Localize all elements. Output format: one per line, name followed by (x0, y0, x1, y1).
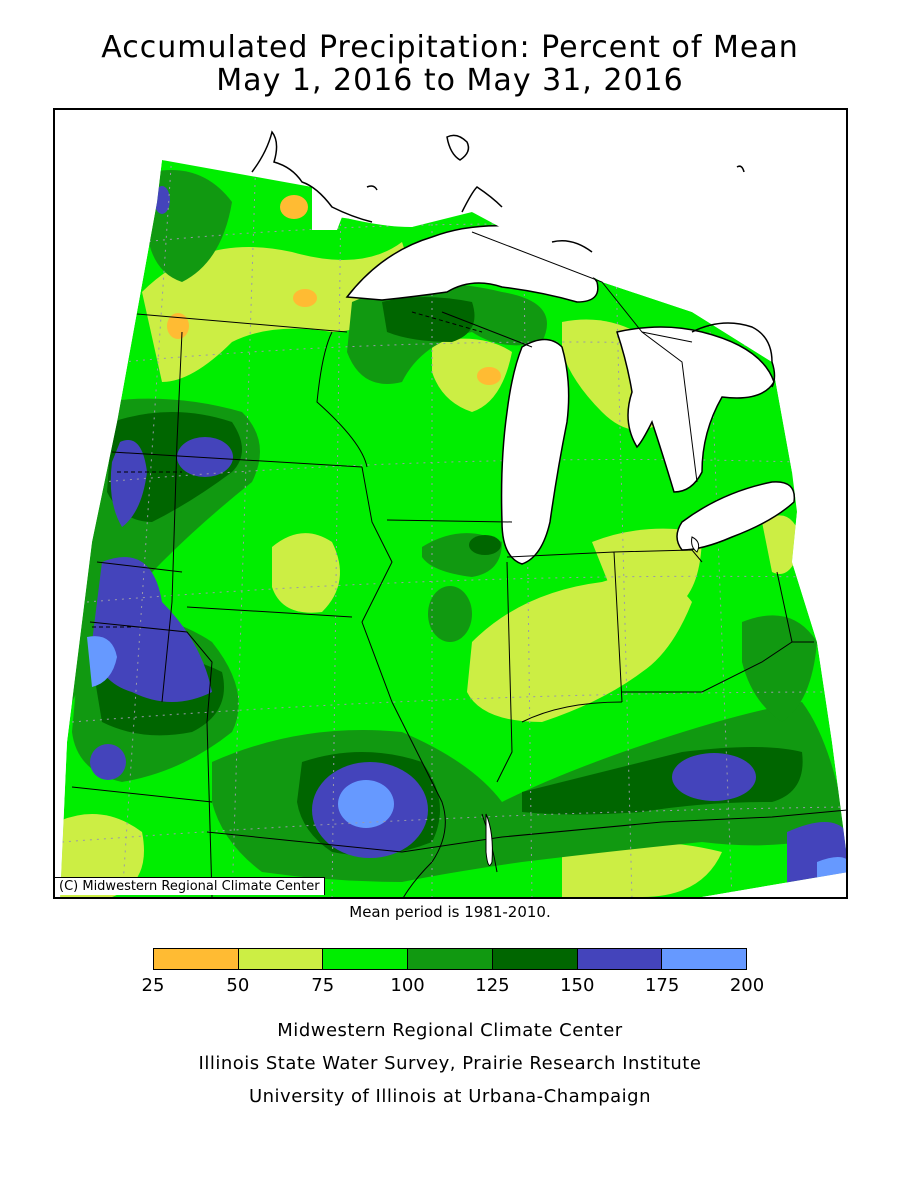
legend-ticks: 25 50 75 100 125 150 175 200 (0, 975, 900, 999)
legend-tick-200: 200 (729, 975, 765, 996)
copyright-label: (C) Midwestern Regional Climate Center (55, 877, 325, 895)
mean-period-note: Mean period is 1981-2010. (349, 903, 551, 921)
map-canvas (55, 110, 846, 897)
map-title: Accumulated Precipitation: Percent of Me… (101, 30, 799, 65)
legend-swatch-100-125 (408, 949, 493, 969)
contour-50-75-indiana (467, 575, 692, 722)
contour-150-175-ky (672, 753, 756, 801)
contour-175-200-mo (338, 780, 394, 828)
legend-tick-125: 125 (475, 975, 510, 996)
contour-50-75-north (142, 242, 422, 382)
contour-50-75-wisconsin (432, 338, 512, 412)
contour-50-75-east (762, 515, 802, 574)
dashed-borders (92, 311, 483, 628)
legend-swatch-125-150 (492, 949, 578, 969)
legend-tick-100: 100 (390, 975, 425, 996)
contour-25-50-a (280, 195, 308, 219)
contour-25-50-d (477, 367, 501, 385)
legend-swatch-25-50 (154, 949, 239, 969)
coastlines (251, 130, 776, 388)
contour-150-175-c (92, 557, 212, 702)
contour-50-75-south (562, 842, 722, 897)
contour-125-150-chi (469, 535, 501, 555)
unplotted-east (792, 475, 846, 850)
contour-175-200-west (87, 636, 117, 687)
contour-25-50-c (167, 313, 189, 339)
credit-mrcc: Midwestern Regional Climate Center (277, 1020, 623, 1041)
reservoirs (485, 536, 700, 866)
contour-50-75-sw (60, 813, 145, 897)
contour-25-50-b (293, 289, 317, 307)
precipitation-map (53, 108, 848, 899)
contour-50-75-iowa (272, 533, 340, 613)
legend-tick-175: 175 (644, 975, 680, 996)
unplotted-southeast (702, 872, 846, 897)
credit-isws: Illinois State Water Survey, Prairie Res… (198, 1053, 702, 1074)
contour-150-175-d (90, 744, 126, 780)
contour-50-75-ohio (592, 528, 702, 606)
map-date-range: May 1, 2016 to May 31, 2016 (216, 63, 684, 98)
legend-swatch-75-100 (323, 949, 409, 969)
legend-tick-50: 50 (226, 975, 250, 996)
legend-swatch-150-175 (577, 949, 663, 969)
legend-tick-150: 150 (560, 975, 595, 996)
legend-tick-75: 75 (311, 975, 335, 996)
state-borders (71, 231, 846, 897)
unplotted-west (55, 160, 162, 897)
contour-150-175-a (110, 440, 147, 527)
legend-swatch-50-75 (238, 949, 324, 969)
legend-colorbar (153, 948, 747, 970)
unplotted-north (55, 110, 846, 472)
contour-125-150-up (382, 297, 475, 342)
contour-150-175-b (177, 437, 233, 477)
legend-swatch-175-200 (662, 949, 747, 969)
legend-tick-25: 25 (141, 975, 165, 996)
lake-michigan (500, 338, 570, 565)
contour-100-125-il (428, 586, 472, 642)
credit-uiuc: University of Illinois at Urbana-Champai… (248, 1086, 652, 1107)
